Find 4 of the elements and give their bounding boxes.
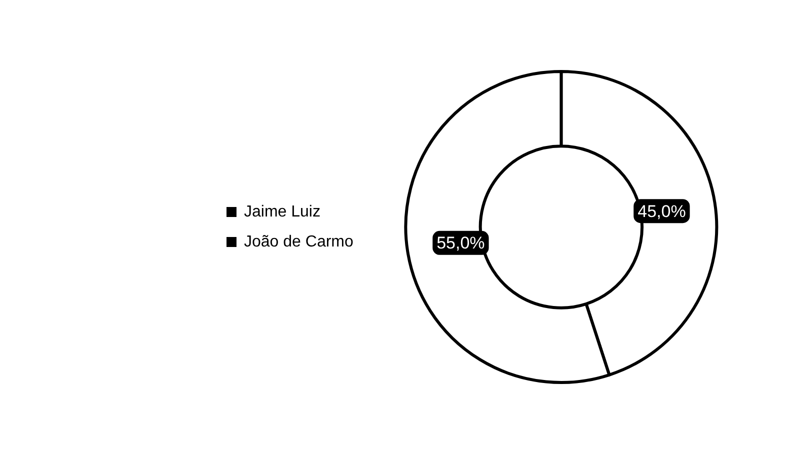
legend-label: Jaime Luiz bbox=[244, 203, 320, 220]
data-label: 55,0% bbox=[436, 234, 485, 253]
legend-label: João de Carmo bbox=[244, 233, 354, 250]
data-label: 45,0% bbox=[638, 202, 686, 221]
